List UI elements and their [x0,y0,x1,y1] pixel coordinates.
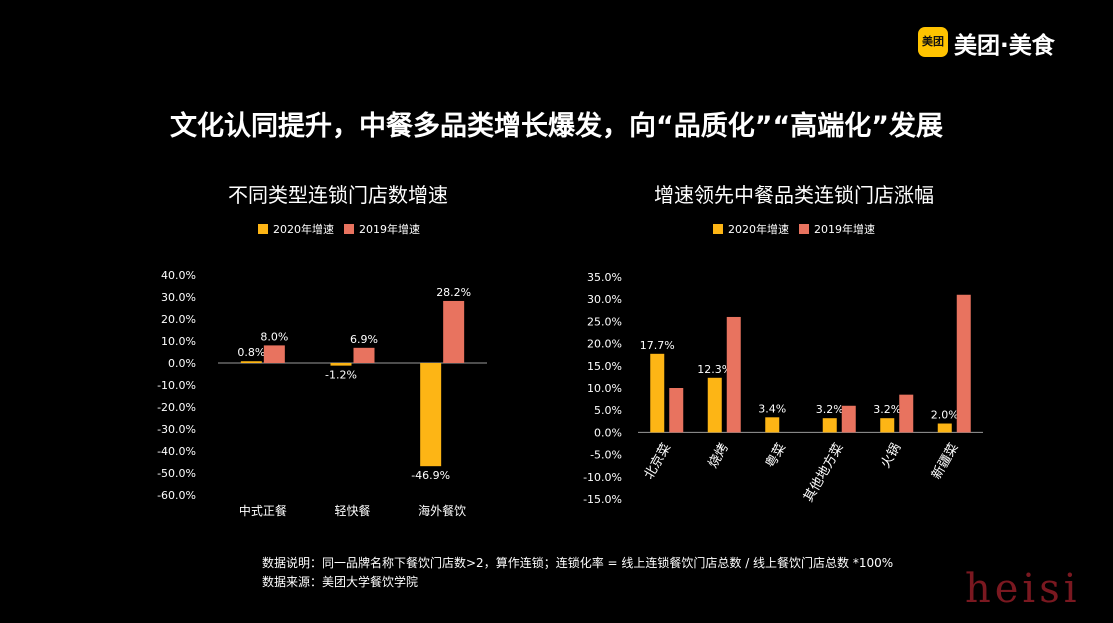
category-label: 烧烤 [706,441,732,471]
data-label: 3.2% [873,403,901,416]
y-tick-label: 20.0% [587,338,622,351]
y-tick-label: 30.0% [161,291,196,304]
y-tick-label: 5.0% [594,404,622,417]
bar-2019 [726,316,741,433]
bar-2019 [841,405,856,433]
legend-swatch [713,224,723,234]
category-label: 其他地方菜 [800,440,846,504]
legend-swatch [258,224,268,234]
bar-2019 [899,394,914,433]
y-tick-label: 15.0% [587,360,622,373]
data-label: -1.2% [325,369,357,382]
y-tick-label: 20.0% [161,313,196,326]
y-tick-label: 25.0% [587,315,622,328]
category-label: 中式正餐 [239,503,287,518]
y-tick-label: -30.0% [157,423,196,436]
y-tick-label: -50.0% [157,467,196,480]
bar-2020 [765,417,780,433]
bar-2020 [937,423,952,433]
y-tick-label: -5.0% [590,449,622,462]
data-label: 8.0% [260,330,288,343]
data-note: 数据说明：同一品牌名称下餐饮门店数>2，算作连锁；连锁化率 = 线上连锁餐饮门店… [262,556,894,570]
y-tick-label: -40.0% [157,445,196,458]
bar-2020 [822,418,837,433]
data-label: 17.7% [640,339,675,352]
page-title: 文化认同提升，中餐多品类增长爆发，向“品质化”“高端化”发展 [170,111,943,142]
bar-2019 [956,294,971,433]
legend-label: 2020年增速 [273,222,334,236]
category-label: 轻快餐 [334,503,370,518]
data-label: 6.9% [350,333,378,346]
bar-2020 [420,363,442,467]
category-label: 新疆菜 [928,440,961,482]
data-label: 0.8% [237,346,265,359]
watermark-text: heisi [965,566,1081,612]
legend-swatch [799,224,809,234]
category-label: 北京菜 [642,441,674,482]
chart-title: 不同类型连锁门店数增速 [228,183,448,207]
bar-2019 [353,347,375,363]
legend-label: 2019年增速 [359,222,420,236]
brand-name: 美团·美食 [954,33,1055,59]
y-tick-label: 30.0% [587,293,622,306]
y-tick-label: 0.0% [168,357,196,370]
bar-2020 [330,363,352,366]
y-tick-label: -60.0% [157,489,196,502]
bar-2019 [263,345,285,363]
legend-label: 2020年增速 [728,222,789,236]
legend-swatch [344,224,354,234]
y-tick-label: 35.0% [587,271,622,284]
y-tick-label: -20.0% [157,401,196,414]
bar-2020 [240,361,262,363]
data-label: 28.2% [436,286,471,299]
data-label: 3.2% [816,403,844,416]
bar-2020 [880,418,895,433]
data-label: 3.4% [758,402,786,415]
data-source: 数据来源：美团大学餐饮学院 [262,575,419,589]
chart-title: 增速领先中餐品类连锁门店涨幅 [654,183,934,207]
y-tick-label: 10.0% [161,335,196,348]
y-tick-label: 10.0% [587,382,622,395]
y-tick-label: -10.0% [157,379,196,392]
data-label: 2.0% [931,409,959,422]
category-label: 海外餐饮 [418,503,466,518]
data-label: 12.3% [697,363,732,376]
chart-leading-category-growth: 增速领先中餐品类连锁门店涨幅 2020年增速 2019年增速 35.0% 30.0% 25… [583,183,983,506]
bar-2020 [650,353,665,433]
bar-2020 [707,377,722,433]
y-tick-label: 0.0% [594,426,622,439]
y-tick-label: -15.0% [583,493,622,506]
category-label: 粤菜 [762,440,789,471]
bar-2019 [669,388,684,433]
bar-2019 [443,300,465,363]
category-label: 火锅 [877,440,904,471]
data-label: -46.9% [411,469,450,482]
chart-chain-store-growth-by-type: 不同类型连锁门店数增速 2020年增速 2019年增速 40.0% 30.0% 20.0%… [157,183,487,518]
brand-logo-icon: 美团 [918,27,948,57]
legend-label: 2019年增速 [814,222,875,236]
y-tick-label: 40.0% [161,269,196,282]
y-tick-label: -10.0% [583,471,622,484]
